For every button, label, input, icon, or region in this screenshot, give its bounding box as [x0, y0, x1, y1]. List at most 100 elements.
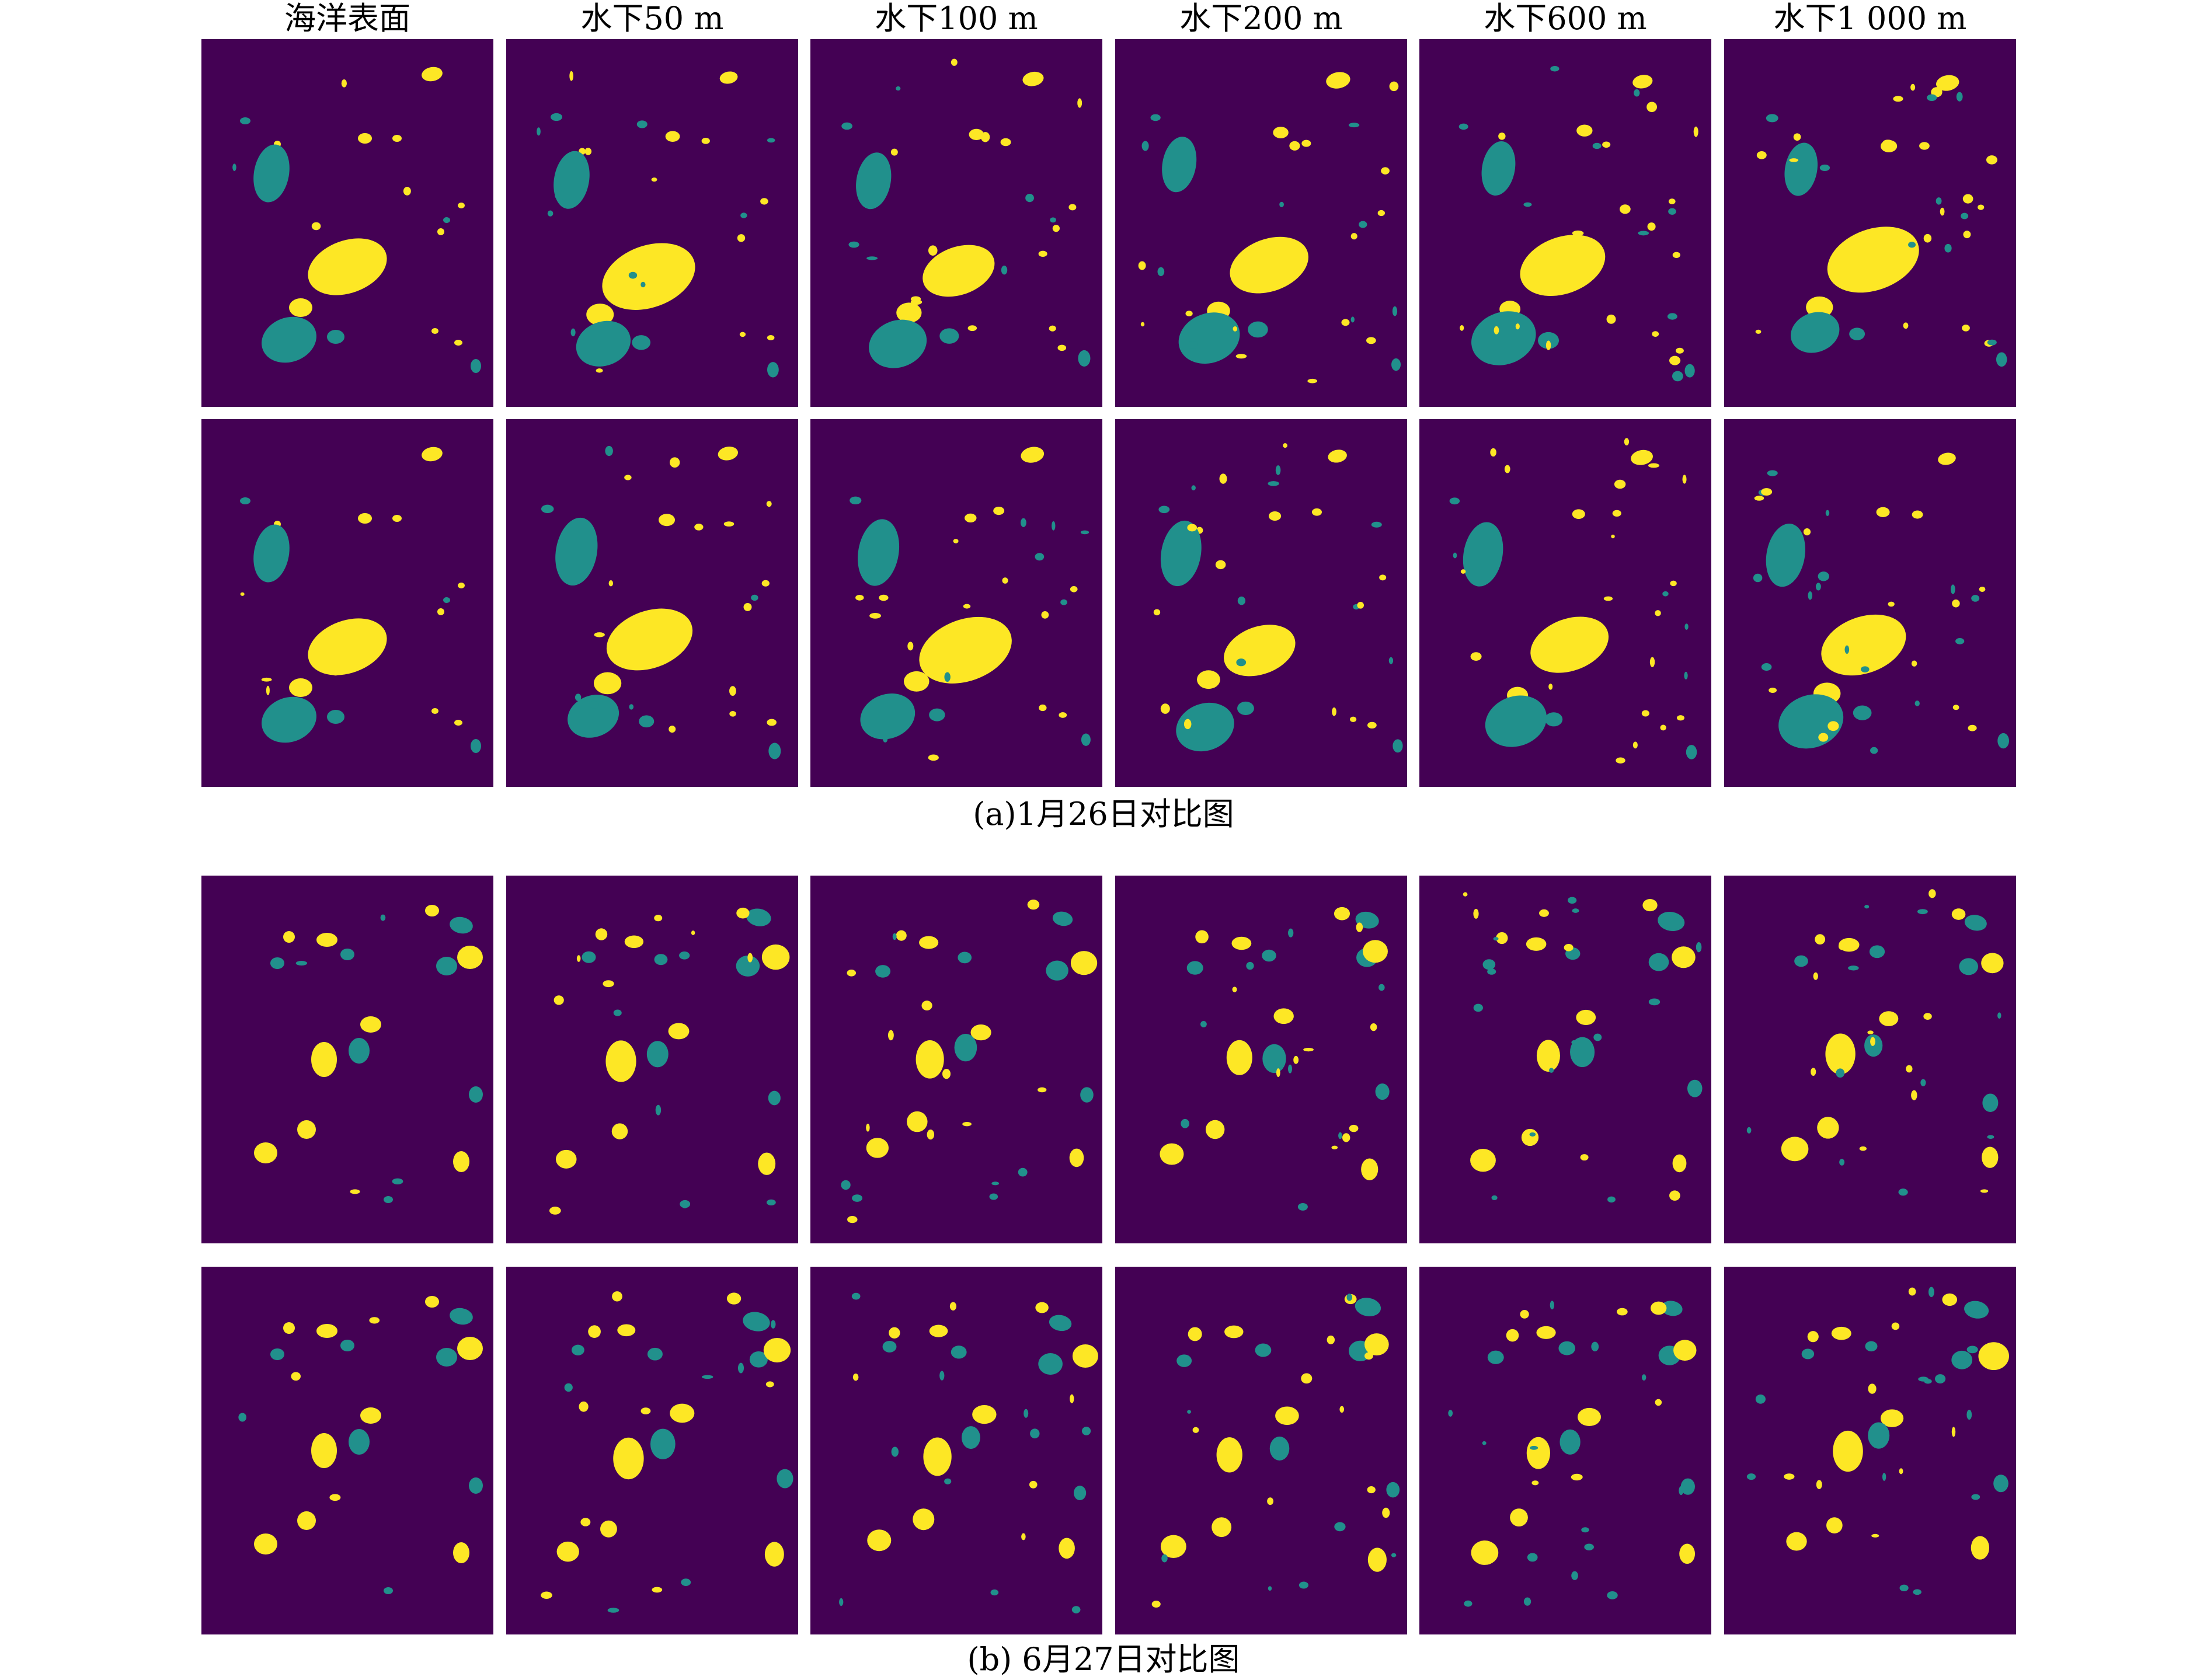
panel-a-row1-col3: [810, 39, 1102, 407]
teal-region: [1186, 961, 1203, 975]
segmentation-map: [1458, 66, 1698, 382]
yellow-region: [1350, 233, 1357, 240]
teal-region: [436, 1348, 457, 1367]
teal-speck: [1767, 470, 1778, 476]
teal-speck: [1571, 1571, 1578, 1580]
yellow-region: [1496, 932, 1508, 944]
yellow-speck: [1910, 83, 1916, 91]
yellow-speck: [1364, 1352, 1373, 1360]
yellow-region: [425, 1296, 439, 1308]
teal-region: [1081, 733, 1091, 746]
teal-region: [1463, 522, 1503, 587]
yellow-speck: [1816, 1480, 1822, 1489]
teal-speck: [1572, 908, 1579, 913]
teal-region: [1559, 1429, 1581, 1455]
yellow-region: [1196, 670, 1220, 689]
teal-speck: [1571, 1040, 1577, 1045]
yellow-region: [1826, 1517, 1843, 1533]
yellow-region: [1021, 447, 1045, 463]
yellow-speck: [330, 665, 340, 676]
teal-region: [1262, 1044, 1286, 1073]
yellow-speck: [1868, 1383, 1877, 1394]
teal-region: [1996, 352, 2007, 367]
teal-region: [349, 1429, 370, 1455]
yellow-region: [1521, 1128, 1539, 1146]
panel-b-row1-col6: [1724, 876, 2016, 1243]
segmentation-map: [1138, 72, 1401, 384]
yellow-region: [586, 304, 614, 326]
teal-speck: [1287, 1064, 1293, 1073]
yellow-speck: [1283, 443, 1287, 448]
yellow-speck: [1883, 140, 1893, 145]
panel-a-row2-col1: [201, 419, 493, 787]
yellow-speck: [1153, 609, 1161, 616]
yellow-region: [1212, 1517, 1232, 1538]
yellow-region: [1224, 625, 1296, 677]
teal-region: [1865, 1341, 1878, 1352]
yellow-region: [1059, 1538, 1075, 1559]
teal-speck: [1021, 518, 1026, 527]
teal-speck: [1870, 747, 1878, 754]
yellow-region: [866, 1138, 889, 1158]
yellow-speck: [729, 686, 736, 696]
yellow-region: [1876, 507, 1890, 517]
teal-region: [639, 715, 655, 728]
teal-speck: [679, 951, 690, 960]
yellow-speck: [579, 1401, 589, 1412]
teal-region: [768, 743, 781, 759]
yellow-region: [360, 1016, 381, 1033]
yellow-speck: [1342, 1133, 1350, 1142]
teal-region: [443, 597, 450, 603]
yellow-region: [1952, 599, 1960, 608]
yellow-region: [1576, 124, 1593, 137]
teal-speck: [1523, 1597, 1531, 1606]
yellow-region: [1231, 936, 1252, 950]
yellow-speck: [1192, 1427, 1199, 1433]
teal-region: [746, 908, 771, 926]
yellow-speck: [847, 1216, 858, 1224]
teal-speck: [1808, 591, 1812, 600]
teal-region: [1898, 1188, 1908, 1196]
yellow-region: [1807, 1331, 1819, 1343]
panel-b-row2-col4: [1115, 1267, 1407, 1634]
teal-speck: [1634, 89, 1640, 97]
yellow-speck: [765, 1381, 774, 1388]
yellow-speck: [1301, 1373, 1313, 1384]
yellow-region: [972, 1405, 997, 1424]
yellow-region: [1273, 1008, 1294, 1024]
teal-speck: [1987, 1135, 1994, 1139]
teal-region: [736, 955, 760, 977]
teal-speck: [1956, 92, 1963, 102]
yellow-region: [1470, 1148, 1496, 1172]
teal-speck: [1527, 1553, 1538, 1562]
yellow-speck: [1646, 102, 1658, 113]
panel-b-row2-col6: [1724, 1267, 2016, 1634]
teal-speck: [238, 1413, 246, 1422]
yellow-region: [659, 514, 675, 527]
teal-speck: [1679, 1486, 1684, 1496]
yellow-region: [1205, 1120, 1225, 1139]
teal-region: [576, 320, 631, 367]
teal-region: [989, 1193, 998, 1200]
teal-speck: [1237, 596, 1246, 605]
yellow-region: [1049, 325, 1056, 332]
yellow-region: [1041, 611, 1049, 619]
teal-speck: [1641, 1374, 1646, 1381]
teal-region: [1262, 949, 1276, 962]
teal-speck: [991, 1181, 1000, 1186]
teal-speck: [1549, 1068, 1554, 1073]
yellow-region: [1612, 510, 1621, 517]
teal-speck: [767, 138, 775, 143]
yellow-region: [1379, 574, 1387, 581]
yellow-speck: [1151, 1601, 1161, 1608]
teal-region: [240, 117, 250, 124]
yellow-speck: [963, 604, 971, 609]
yellow-speck: [1244, 668, 1251, 675]
teal-speck: [1191, 485, 1196, 491]
teal-speck: [1844, 645, 1850, 654]
teal-speck: [1746, 1127, 1752, 1134]
teal-region: [1176, 1354, 1192, 1367]
yellow-speck: [1871, 1533, 1879, 1538]
yellow-region: [1821, 614, 1906, 676]
yellow-region: [588, 1325, 601, 1338]
